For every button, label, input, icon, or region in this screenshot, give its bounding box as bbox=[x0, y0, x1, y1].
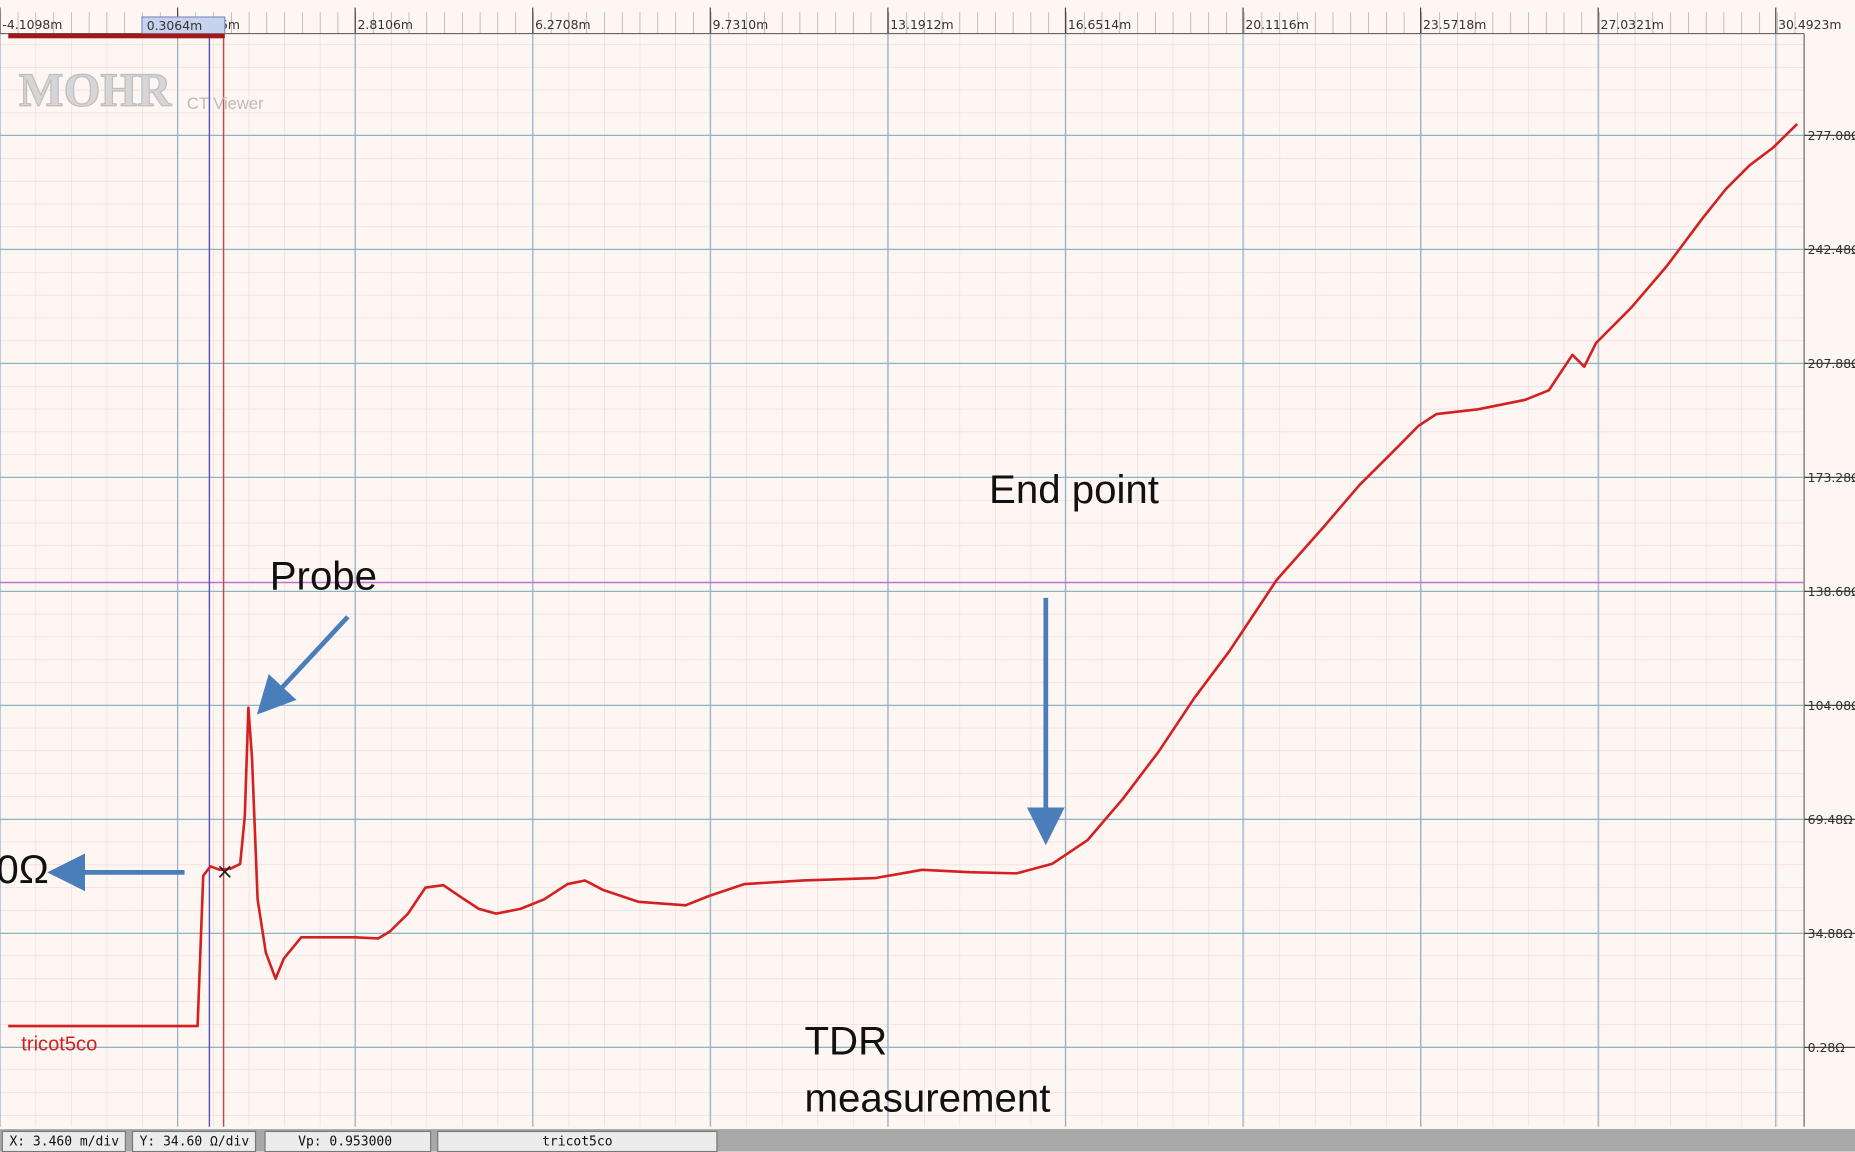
annotation: TDR measurement bbox=[804, 1019, 1051, 1121]
arrow bbox=[256, 615, 350, 715]
annotation-box: TDR measurement bbox=[804, 1019, 1051, 1121]
x-tick-label: 13.1912m bbox=[890, 17, 953, 32]
y-tick-label: 34.88Ω bbox=[1808, 926, 1854, 941]
top-ruler bbox=[0, 7, 1805, 34]
x-tick-label: 27.0321m bbox=[1601, 17, 1664, 32]
x-tick-label: -4.1098m bbox=[2, 17, 62, 32]
minor-grid bbox=[0, 33, 1805, 1127]
cursor-bar bbox=[8, 33, 225, 39]
y-tick-label: 277.08Ω bbox=[1808, 128, 1855, 143]
x-tick-label: 30.4923m bbox=[1778, 17, 1841, 32]
annotation: End point bbox=[989, 467, 1159, 512]
y-tick-label: 242.48Ω bbox=[1808, 242, 1855, 257]
x-tick-label: 9.7310m bbox=[713, 17, 769, 32]
y-tick-label: 207.88Ω bbox=[1808, 356, 1855, 371]
x-tick-label: 20.1116m bbox=[1245, 17, 1308, 32]
x-tick-label: 23.5718m bbox=[1423, 17, 1486, 32]
logo: MOHR bbox=[19, 65, 172, 117]
y-tick-label: 0.28Ω bbox=[1808, 1040, 1846, 1055]
status-text: Y: 34.60 Ω/div bbox=[140, 1135, 250, 1150]
x-tick-label: 16.6514m bbox=[1068, 17, 1131, 32]
y-tick-label: 69.48Ω bbox=[1808, 812, 1854, 827]
annotation: Probe bbox=[270, 554, 377, 599]
y-tick-label: 138.68Ω bbox=[1808, 584, 1855, 599]
y-tick-label: 173.28Ω bbox=[1808, 470, 1855, 485]
x-tick-label: 2.8106m bbox=[358, 17, 414, 32]
series-label: tricot5co bbox=[21, 1033, 97, 1055]
plot bbox=[8, 123, 1799, 1028]
x-tick-label: 6.2708m bbox=[535, 17, 591, 32]
cursor-label: 0.3064m bbox=[147, 18, 203, 33]
grid bbox=[0, 7, 1855, 1127]
cursor-cross: × bbox=[216, 859, 234, 884]
trace bbox=[8, 123, 1799, 1028]
status-text: Vp: 0.953000 bbox=[298, 1135, 392, 1150]
annotation: 50Ω bbox=[0, 847, 49, 892]
status-text: tricot5co bbox=[542, 1135, 612, 1150]
y-tick-label: 104.08Ω bbox=[1808, 698, 1855, 713]
status-text: X: 3.460 m/div bbox=[9, 1135, 119, 1150]
logo-subtitle: CT Viewer bbox=[187, 94, 264, 113]
